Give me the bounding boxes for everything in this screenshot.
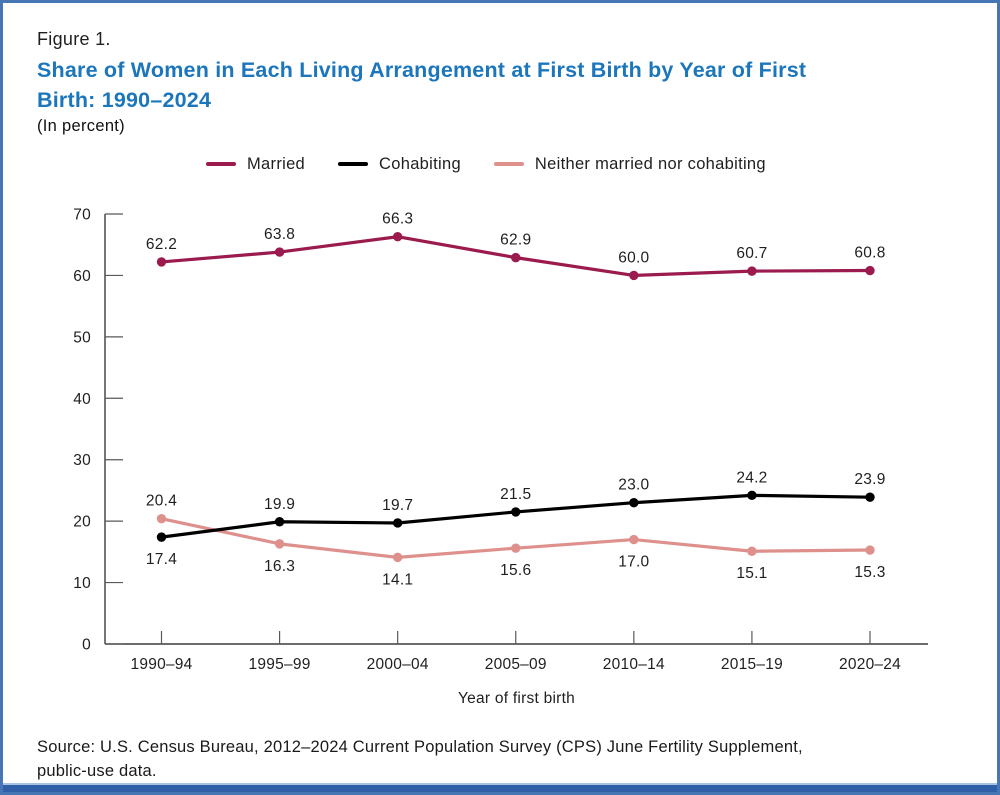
y-tick-label: 60 <box>73 268 91 285</box>
data-point-cohabiting <box>865 492 875 502</box>
y-tick-label: 40 <box>73 391 91 408</box>
data-point-neither <box>392 552 403 563</box>
data-point-neither <box>629 534 639 545</box>
data-point-cohabiting <box>156 532 167 542</box>
line-chart-canvas: 0 10 20 30 40 50 60 70 1990–94 1995–99 2000–04 2005… <box>73 207 928 707</box>
data-point-cohabiting <box>629 498 639 508</box>
source-note-line-2: public-use data. <box>37 762 157 780</box>
figure-subtitle: (In percent) <box>37 117 125 135</box>
data-label-neither: 20.4 <box>146 493 177 510</box>
data-point-cohabiting <box>392 518 403 528</box>
data-label-married: 63.8 <box>264 226 295 243</box>
series-line-cohabiting <box>159 493 872 539</box>
legend-swatch-cohabiting <box>338 162 369 166</box>
data-label-neither: 15.3 <box>854 564 885 581</box>
x-tick-label: 2020–24 <box>839 656 901 673</box>
data-point-married <box>747 266 757 276</box>
legend-item-married: Married <box>206 155 305 174</box>
data-point-cohabiting <box>274 517 285 527</box>
figure-title: Share of Women in Each Living Arrangemen… <box>37 55 957 115</box>
data-label-married: 60.7 <box>736 245 767 262</box>
legend-label-neither: Neither married nor cohabiting <box>534 154 766 173</box>
data-label-cohabiting: 23.0 <box>618 477 649 494</box>
legend-swatch-married <box>206 162 236 166</box>
data-label-neither: 14.1 <box>382 571 413 588</box>
legend-label-cohabiting: Cohabiting <box>379 154 461 173</box>
legend-item-neither: Neither married nor cohabiting <box>493 154 766 174</box>
data-point-married <box>392 232 403 242</box>
data-point-neither <box>865 545 875 555</box>
data-point-married <box>511 252 521 263</box>
data-point-neither <box>156 513 167 524</box>
data-label-cohabiting: 19.7 <box>382 497 413 514</box>
data-point-neither <box>274 539 285 549</box>
series-line-neither <box>159 517 872 559</box>
data-point-married <box>274 247 285 257</box>
data-label-cohabiting: 19.9 <box>264 496 295 513</box>
y-tick-label: 30 <box>73 452 91 469</box>
data-label-cohabiting: 23.9 <box>854 471 885 488</box>
y-tick-label: 70 <box>73 207 91 224</box>
data-point-married <box>865 265 875 276</box>
data-label-cohabiting: 24.2 <box>736 469 767 486</box>
figure-title-line-1: Share of Women in Each Living Arrangemen… <box>37 58 807 82</box>
legend-label-married: Married <box>247 154 306 173</box>
data-label-neither: 17.0 <box>618 554 649 571</box>
y-tick-label: 10 <box>73 575 91 592</box>
x-tick-label: 2010–14 <box>603 656 665 673</box>
data-label-married: 60.0 <box>618 249 649 266</box>
y-tick-label: 50 <box>73 329 91 346</box>
x-tick-label: 2005–09 <box>485 656 547 673</box>
series-line-married <box>159 235 872 278</box>
data-label-married: 62.2 <box>146 236 177 253</box>
y-tick-label: 20 <box>73 514 91 531</box>
data-point-cohabiting <box>511 507 521 517</box>
data-label-cohabiting: 21.5 <box>500 486 531 503</box>
source-note-line-1: Source: U.S. Census Bureau, 2012–2024 Cu… <box>37 738 803 756</box>
data-point-cohabiting <box>747 490 757 501</box>
figure-label: Figure 1. <box>37 29 111 49</box>
data-point-married <box>629 270 639 281</box>
legend-swatch-neither <box>493 162 524 166</box>
chart-legend: Married Cohabiting Neither married nor c… <box>206 153 766 175</box>
x-tick-label: 2015–19 <box>721 656 783 673</box>
data-label-neither: 15.6 <box>500 562 531 579</box>
data-label-neither: 15.1 <box>736 565 767 582</box>
data-label-neither: 16.3 <box>264 558 295 575</box>
data-label-married: 66.3 <box>382 211 413 228</box>
x-axis-title: Year of first birth <box>458 690 575 707</box>
data-label-married: 62.9 <box>500 232 531 249</box>
data-label-cohabiting: 17.4 <box>146 551 177 568</box>
y-tick-label: 0 <box>82 637 91 654</box>
x-tick-label: 1990–94 <box>130 656 192 673</box>
figure-title-line-2: Birth: 1990–2024 <box>37 88 212 112</box>
data-point-married <box>156 257 167 267</box>
source-note: Source: U.S. Census Bureau, 2012–2024 Cu… <box>37 735 947 783</box>
data-point-neither <box>747 546 757 556</box>
x-tick-label: 2000–04 <box>367 656 429 673</box>
x-tick-label: 1995–99 <box>249 656 311 673</box>
data-point-neither <box>511 543 521 553</box>
data-label-married: 60.8 <box>854 245 885 262</box>
legend-item-cohabiting: Cohabiting <box>338 155 461 174</box>
bottom-accent-bar <box>3 783 997 792</box>
